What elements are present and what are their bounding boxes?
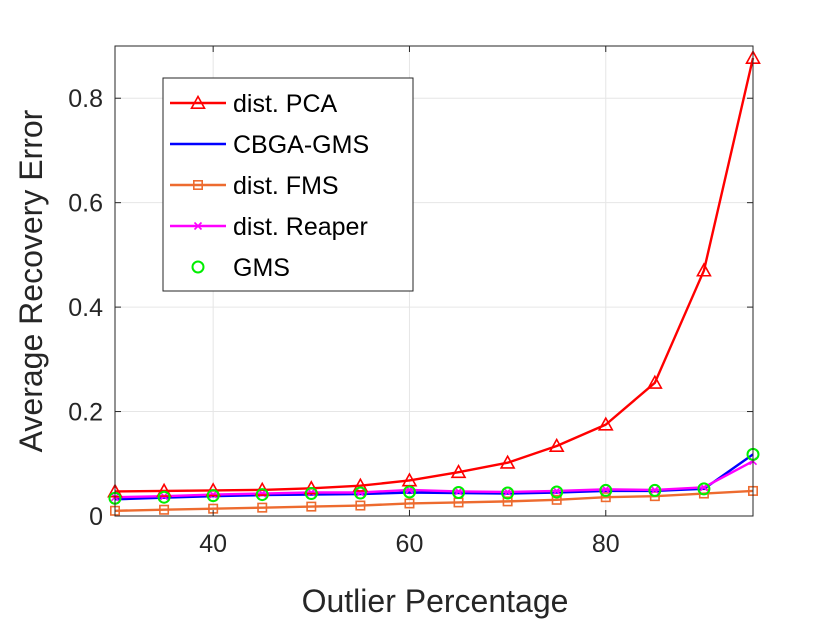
x-axis-title: Outlier Percentage [302, 583, 569, 619]
legend-label-dist-pca: dist. PCA [233, 90, 338, 118]
legend-label-gms: GMS [233, 254, 290, 282]
gms-point [599, 483, 613, 497]
dist-reaper-point [209, 490, 218, 499]
x-tick-label: 40 [199, 530, 227, 558]
y-tick-label: 0 [89, 503, 103, 531]
dist-reaper-point [307, 488, 316, 497]
dist-fms-point [502, 496, 513, 507]
dist-pca-point [450, 463, 467, 479]
gms-point [353, 486, 367, 500]
dist-reaper-point [552, 486, 561, 495]
plot-series [107, 49, 761, 516]
gms-point [550, 485, 564, 499]
gms-point [206, 489, 220, 503]
x-tick-label: 80 [592, 530, 620, 558]
y-tick-label: 0.6 [68, 190, 103, 218]
dist-fms-point [257, 502, 268, 513]
dist-pca-point [352, 477, 369, 492]
dist-fms-point [355, 500, 366, 511]
gms-point [255, 488, 269, 502]
legend-marker-dist-pca [190, 94, 206, 109]
gms-point [648, 483, 662, 497]
gms-point [501, 486, 515, 500]
gms-point [402, 485, 416, 499]
dist-reaper-line [114, 460, 754, 499]
dist-pca-point [597, 416, 614, 431]
gms-point [697, 482, 711, 496]
legend-marker-dist-reaper [193, 221, 203, 231]
dist-fms-point [404, 498, 415, 509]
legend-label-dist-reaper: dist. Reaper [233, 213, 368, 241]
dist-reaper-point [454, 487, 463, 496]
dist-fms-point [600, 492, 611, 503]
dist-pca-point [303, 480, 320, 495]
legend-marker-dist-fms [193, 180, 204, 191]
gms-point [452, 486, 466, 499]
dist-pca-point [156, 482, 172, 497]
dist-fms-point [159, 504, 170, 515]
legend: dist. PCA CBGA-GMS dist. FMS dist. Reaper GM… [162, 77, 414, 292]
y-axis-title: Average Recovery Error [13, 109, 49, 452]
legend-marker-gms [191, 260, 205, 274]
dist-reaper-point [601, 485, 610, 494]
y-tick-label: 0.4 [68, 294, 103, 322]
series-dist-fms [110, 485, 758, 516]
dist-pca-point [548, 437, 565, 453]
legend-label-dist-fms: dist. FMS [233, 172, 339, 200]
x-tick-label: 60 [396, 530, 424, 558]
dist-pca-point [696, 262, 712, 277]
tick-labels: 40 60 80 0 0.2 0.4 0.6 0.8 [68, 85, 619, 558]
dist-pca-line [114, 57, 755, 493]
axes-box [114, 45, 754, 517]
axes [114, 45, 754, 517]
dist-fms-point [306, 501, 317, 512]
dist-reaper-point [650, 485, 659, 494]
dist-reaper-point [503, 487, 512, 497]
y-tick-label: 0.2 [68, 399, 103, 427]
gms-point [157, 490, 171, 504]
dist-pca-point [646, 374, 663, 389]
dist-pca-point [205, 482, 222, 497]
gms-point [304, 487, 318, 501]
y-tick-label: 0.8 [68, 85, 103, 113]
dist-fms-point [551, 494, 562, 505]
legend-label-cbga-gms: CBGA-GMS [233, 131, 369, 159]
dist-fms-line [114, 489, 754, 512]
dist-pca-point [499, 454, 516, 469]
